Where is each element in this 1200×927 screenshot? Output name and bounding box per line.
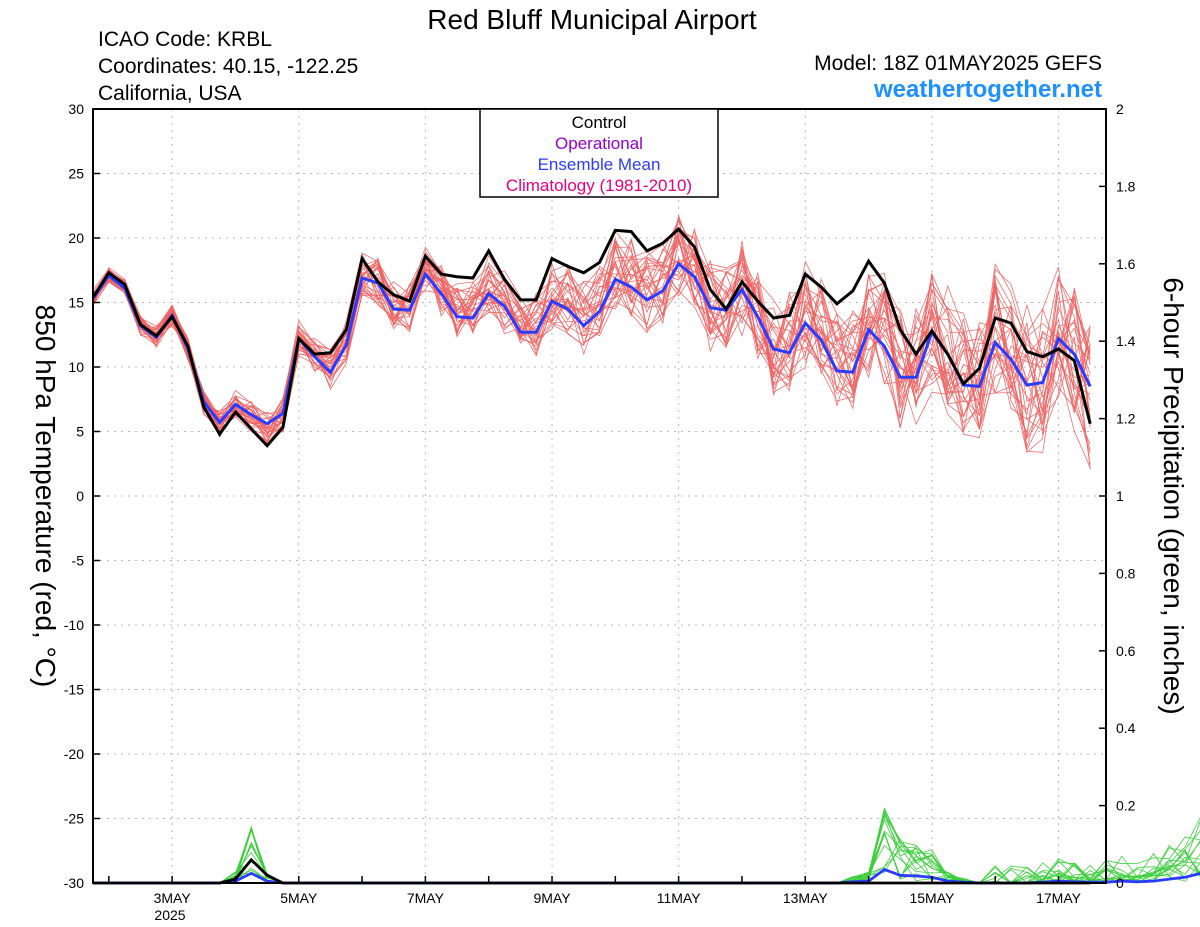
left-axis-tick-label: 5	[76, 424, 84, 440]
right-axis-tick-label: 0.4	[1116, 720, 1136, 736]
legend-box	[479, 108, 719, 198]
axis-ticks: 302520151050-5-10-15-20-25-3021.81.61.41…	[64, 101, 1136, 906]
legend-ensemble-mean: Ensemble Mean	[538, 155, 661, 174]
icao-code: ICAO Code: KRBL	[98, 28, 272, 51]
legend-operational: Operational	[555, 134, 643, 153]
temperature-member-line	[92, 216, 1091, 436]
right-axis-tick-label: 1.6	[1116, 256, 1136, 272]
left-axis-tick-label: 10	[68, 359, 84, 375]
temperature-member-line	[92, 214, 1091, 438]
right-axis-tick-label: 1.8	[1116, 178, 1136, 194]
x-axis-year-label: 2025	[154, 907, 185, 923]
right-axis-tick-label: 2	[1116, 101, 1124, 117]
precip-member-line	[93, 808, 1200, 884]
x-axis-tick-label: 5MAY	[280, 890, 318, 906]
model-run: Model: 18Z 01MAY2025 GEFS	[814, 52, 1102, 75]
left-axis-tick-label: 25	[68, 166, 84, 182]
temperature-member-line	[92, 230, 1091, 445]
left-axis-tick-label: 20	[68, 230, 84, 246]
website-label: weathertogether.net	[873, 76, 1102, 103]
left-axis-tick-label: -20	[64, 746, 84, 762]
precip-member-line	[93, 806, 1200, 884]
left-axis-tick-label: -5	[72, 553, 85, 569]
x-axis-tick-label: 3MAY	[154, 890, 192, 906]
right-axis-tick-label: 0.6	[1116, 643, 1136, 659]
chart-title: Red Bluff Municipal Airport	[427, 4, 757, 35]
temperature-ensemble-mean-line	[91, 261, 1092, 426]
left-axis-tick-label: -15	[64, 682, 84, 698]
left-axis-tick-label: 30	[68, 101, 84, 117]
left-axis-tick-label: -30	[64, 875, 84, 891]
precip-member-line	[93, 813, 1200, 884]
right-axis-tick-label: 1.4	[1116, 333, 1136, 349]
x-axis-tick-label: 15MAY	[909, 890, 955, 906]
left-axis-tick-label: 0	[76, 488, 84, 504]
left-axis-tick-label: -10	[64, 617, 84, 633]
left-axis-tick-label: 15	[68, 295, 84, 311]
x-axis-tick-label: 17MAY	[1036, 890, 1082, 906]
ensemble-member-precipitation-lines	[93, 806, 1200, 884]
x-axis-tick-label: 9MAY	[533, 890, 571, 906]
coordinates: Coordinates: 40.15, -122.25	[98, 55, 359, 78]
region: California, USA	[98, 82, 242, 105]
y-axis-label-right: 6-hour Precipitation (green, inches)	[1158, 277, 1189, 714]
right-axis-tick-label: 0	[1116, 875, 1124, 891]
right-axis-tick-label: 0.8	[1116, 565, 1136, 581]
gridlines	[93, 109, 1106, 883]
left-axis-tick-label: -25	[64, 811, 84, 827]
x-axis-tick-label: 13MAY	[783, 890, 829, 906]
legend-control: Control	[572, 113, 627, 132]
temperature-member-line	[92, 246, 1091, 468]
temperature-member-line	[92, 239, 1091, 426]
right-axis-tick-label: 1.2	[1116, 411, 1136, 427]
temperature-control-line	[91, 226, 1092, 448]
legend-climatology: Climatology (1981-2010)	[506, 176, 692, 195]
right-axis-tick-label: 0.2	[1116, 798, 1136, 814]
y-axis-label-left: 850 hPa Temperature (red, °C)	[30, 305, 61, 688]
x-axis-tick-label: 11MAY	[657, 890, 701, 906]
legend: Control Operational Ensemble Mean Climat…	[479, 108, 719, 198]
temperature-member-line	[92, 228, 1091, 454]
right-axis-tick-label: 1	[1116, 488, 1124, 504]
x-axis-tick-label: 7MAY	[407, 890, 445, 906]
